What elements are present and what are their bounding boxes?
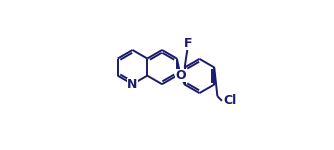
Text: Cl: Cl [223,94,236,107]
Text: O: O [175,69,186,82]
Text: N: N [127,78,138,91]
Text: F: F [184,37,192,50]
